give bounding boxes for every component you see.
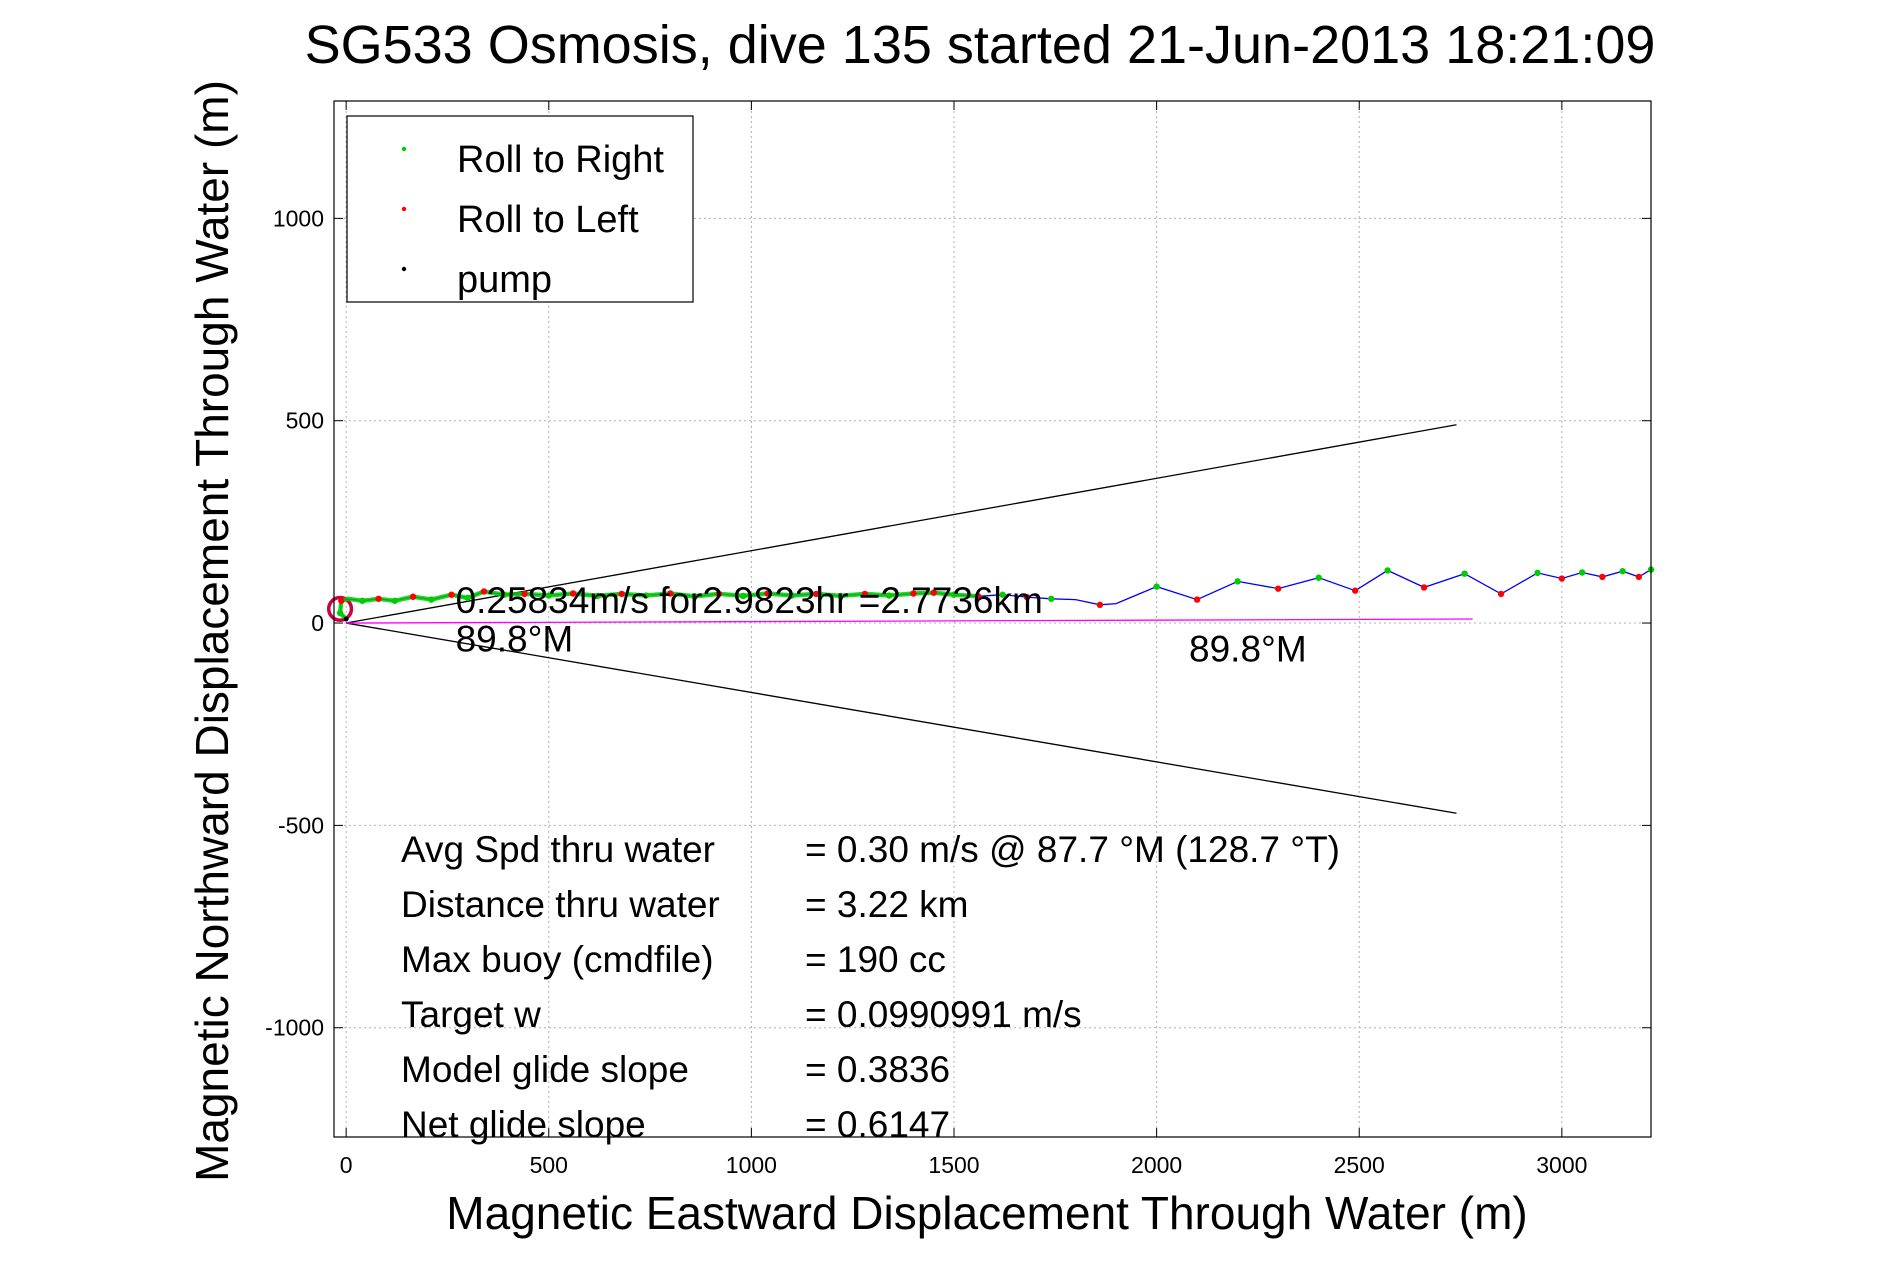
roll-right-point <box>1578 569 1586 576</box>
stats-value: = 3.22 km <box>805 884 969 925</box>
roll-right-point <box>691 593 698 600</box>
roll-right-point <box>391 597 398 604</box>
x-tick-label: 2000 <box>1131 1152 1182 1178</box>
roll-left-point <box>667 590 674 597</box>
chart-title: SG533 Osmosis, dive 135 started 21-Jun-2… <box>305 15 1656 75</box>
x-tick-label: 3000 <box>1536 1152 1587 1178</box>
roll-left-point <box>861 590 869 598</box>
roll-right-point <box>594 592 601 600</box>
roll-left-point <box>1635 573 1643 581</box>
roll-right-point <box>642 592 650 599</box>
stats-block: Avg Spd thru water = 0.30 m/s @ 87.7 °M (… <box>401 829 1340 1145</box>
legend: Roll to Right Roll to Left pump <box>346 115 694 303</box>
annotation: 0.25834m/s for2.9823hr =2.7736km <box>456 580 1043 621</box>
bearing-line <box>346 622 1457 814</box>
roll-left-point <box>930 589 937 596</box>
roll-left-point <box>375 595 382 602</box>
legend-marker <box>401 266 407 272</box>
y-tick-label: 0 <box>311 610 324 636</box>
x-tick-label: 0 <box>340 1152 353 1178</box>
roll-right-point <box>1048 595 1055 602</box>
roll-right-point <box>837 592 844 600</box>
stats-label: Target w <box>401 994 541 1035</box>
roll-left-point <box>1420 584 1428 591</box>
annotation: 89.8°M <box>1189 628 1307 669</box>
roll-left-point <box>910 590 917 597</box>
legend-label: Roll to Left <box>457 199 639 241</box>
roll-left-point <box>1497 590 1505 598</box>
stats-label: Max buoy (cmdfile) <box>401 939 714 980</box>
roll-left-point <box>618 590 625 598</box>
roll-left-point <box>813 590 820 598</box>
stats-label: Avg Spd thru water <box>401 829 715 870</box>
roll-right-point <box>1315 574 1322 581</box>
roll-right-point <box>788 592 796 599</box>
stats-label: Model glide slope <box>401 1049 689 1090</box>
stats-value: = 0.3836 <box>805 1049 950 1090</box>
roll-right-point <box>464 594 471 602</box>
roll-right-point <box>336 609 344 617</box>
bearing-line <box>346 618 1473 624</box>
stats-value: = 190 cc <box>805 939 946 980</box>
y-axis-label: Magnetic Northward Displacement Through … <box>186 80 238 1182</box>
roll-right-point <box>545 592 552 599</box>
roll-left-point <box>975 593 982 600</box>
roll-right-point <box>359 597 366 604</box>
roll-left-point <box>764 590 771 597</box>
roll-right-point <box>500 591 508 598</box>
stats-label: Distance thru water <box>401 884 720 925</box>
roll-left-point <box>409 593 417 600</box>
roll-right-point <box>740 592 747 600</box>
roll-left-point <box>1023 593 1031 601</box>
legend-marker <box>401 206 407 212</box>
x-tick-label: 1500 <box>928 1152 979 1178</box>
y-tick-label: 500 <box>286 408 324 434</box>
stats-value: = 0.6147 <box>805 1104 950 1145</box>
roll-left-point <box>1351 587 1359 594</box>
stats-value: = 0.30 m/s @ 87.7 °M (128.7 °T) <box>805 829 1340 870</box>
roll-left-point <box>521 590 528 598</box>
bearing-line <box>346 424 1457 624</box>
y-tick-label: -500 <box>278 812 324 838</box>
axes: 0 500 1000 1500 2000 2500 3000 -1000 -500 0 500 100… <box>265 100 1652 1178</box>
roll-right-point <box>885 592 893 599</box>
x-tick-label: 2500 <box>1334 1152 1385 1178</box>
legend-marker <box>401 146 407 152</box>
roll-right-point <box>1153 583 1160 590</box>
x-axis-label: Magnetic Eastward Displacement Through W… <box>446 1187 1527 1239</box>
roll-left-point <box>1096 601 1104 609</box>
roll-right-point <box>1234 578 1241 585</box>
roll-right-point <box>1534 569 1541 577</box>
y-tick-label: -1000 <box>265 1015 324 1041</box>
roll-right-point <box>428 596 435 603</box>
roll-left-point <box>1274 585 1282 592</box>
stats-value: = 0.0990991 m/s <box>805 994 1082 1035</box>
roll-left-point <box>1193 596 1201 603</box>
annotation: 89.8°M <box>456 618 574 659</box>
roll-right-point <box>1461 570 1468 577</box>
roll-left-point <box>569 590 577 597</box>
roll-right-point <box>999 591 1006 598</box>
x-tick-label: 1000 <box>726 1152 777 1178</box>
roll-right-point <box>1619 568 1626 575</box>
roll-left-point <box>1558 575 1566 582</box>
roll-left-point <box>448 591 455 598</box>
start-loop <box>326 595 354 622</box>
legend-label: pump <box>457 259 552 301</box>
roll-left-point <box>338 597 345 604</box>
roll-left-point <box>480 588 488 595</box>
roll-right-point <box>1384 567 1391 574</box>
roll-right-point <box>950 591 958 598</box>
legend-label: Roll to Right <box>457 139 664 181</box>
pump-point <box>343 616 349 622</box>
axes-frame <box>333 100 1652 1138</box>
roll-left-point <box>1599 573 1606 581</box>
y-tick-label: 1000 <box>273 205 324 231</box>
roll-left-point <box>715 590 723 598</box>
x-tick-label: 500 <box>530 1152 568 1178</box>
stats-label: Net glide slope <box>401 1104 646 1145</box>
